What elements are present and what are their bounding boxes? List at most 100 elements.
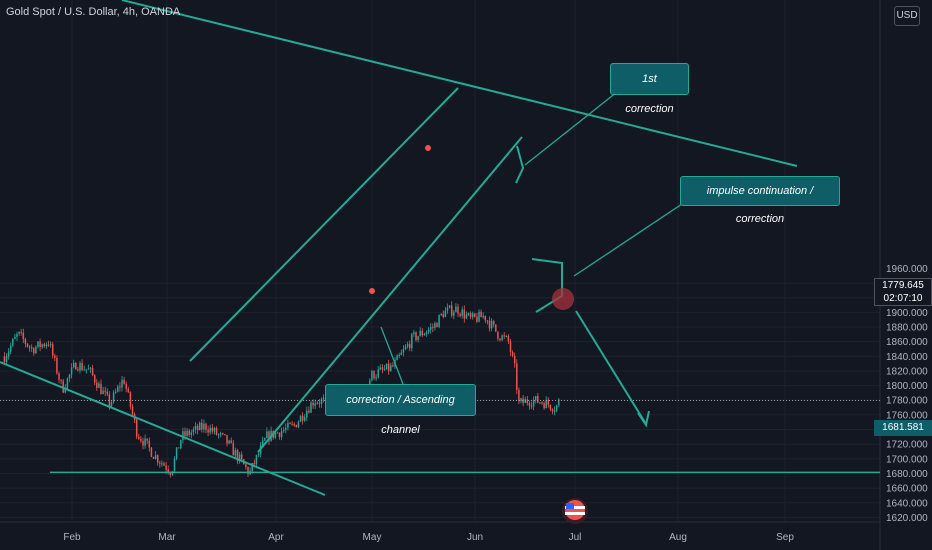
candle-body: [117, 386, 119, 392]
currency-badge[interactable]: USD: [894, 6, 920, 26]
candle-body: [419, 330, 421, 337]
candle-body: [150, 447, 153, 457]
time-axis[interactable]: Feb Mar Apr May Jun Jul Aug Sep: [63, 532, 794, 543]
callout-first-correction[interactable]: 1st correction: [610, 63, 689, 115]
candle-body: [39, 341, 41, 348]
wedge-lines[interactable]: [515, 145, 525, 184]
candle-body: [104, 390, 106, 392]
candle-body: [369, 380, 371, 385]
candle-body: [100, 383, 102, 395]
candle-body: [16, 333, 18, 337]
candle-body: [555, 405, 558, 411]
candle-body: [173, 458, 176, 472]
candle-body: [96, 382, 98, 388]
candle-body: [551, 409, 554, 412]
callout-impulse[interactable]: impulse continuation / correction: [680, 176, 840, 225]
candle-body: [30, 347, 33, 349]
candle-body: [543, 403, 545, 409]
candle-body: [3, 356, 6, 363]
current-price-tag[interactable]: 1779.645 02:07:10: [874, 278, 932, 306]
candle-body: [102, 390, 104, 395]
candle-body: [293, 423, 295, 425]
candle-body: [285, 427, 287, 430]
candle-body: [371, 371, 373, 381]
candle-body: [135, 419, 138, 437]
candle-body: [421, 330, 424, 336]
candle-body: [125, 383, 127, 389]
candle-body: [264, 438, 266, 441]
candle-body: [503, 335, 505, 337]
candle-body: [131, 406, 134, 414]
chart-grid: [0, 0, 880, 522]
candle-body: [497, 331, 499, 339]
descending-support-trendline[interactable]: [0, 361, 326, 496]
candle-body: [165, 465, 167, 470]
candle-body: [43, 344, 46, 347]
candle-body: [522, 398, 524, 403]
candle-body: [308, 410, 310, 413]
events-badge[interactable]: [562, 498, 588, 524]
candle-body: [469, 313, 472, 318]
candle-body: [465, 314, 468, 319]
candle-body: [301, 415, 304, 421]
candle-body: [169, 472, 172, 475]
candle-body: [266, 431, 268, 439]
candle-body: [274, 432, 277, 438]
candle-body: [478, 311, 480, 322]
time-tick-label: Mar: [158, 532, 176, 543]
projection-arrow-head[interactable]: [637, 410, 650, 428]
candle-body: [47, 344, 50, 346]
candle-body: [236, 450, 239, 462]
candle-body: [56, 357, 58, 374]
candle-body: [268, 431, 270, 441]
level-price-tag[interactable]: 1681.581: [874, 420, 932, 436]
symbol-title[interactable]: Gold Spot / U.S. Dollar, 4h, OANDA: [6, 6, 181, 18]
price-tick-label: 1680.000: [886, 469, 928, 480]
candle-body: [492, 320, 495, 325]
candle-body: [520, 398, 522, 402]
candle-body: [144, 438, 146, 446]
candle-body: [213, 428, 216, 432]
candle-body: [404, 346, 407, 350]
candle-body: [444, 310, 447, 318]
candle-body: [453, 312, 455, 316]
time-tick-label: Jul: [569, 532, 582, 543]
price-tick-label: 1880.000: [886, 323, 928, 334]
candle-countdown: 02:07:10: [883, 293, 923, 304]
candle-body: [408, 344, 411, 349]
triangle-pattern[interactable]: [531, 258, 563, 313]
descending-resistance-trendline[interactable]: [121, 0, 798, 167]
candle-body: [215, 428, 218, 435]
channel-upper-line[interactable]: [189, 87, 459, 362]
candle-body: [20, 331, 22, 333]
candle-body: [513, 355, 516, 364]
candle-body: [541, 402, 543, 404]
candle-body: [91, 367, 94, 376]
candle-body: [93, 375, 96, 383]
candle-body: [505, 335, 508, 337]
callout-channel[interactable]: correction / Ascending channel: [325, 384, 476, 436]
candle-body: [146, 438, 148, 441]
candle-body: [70, 367, 73, 375]
highlight-dot-lower: [369, 288, 375, 294]
candle-body: [291, 423, 293, 425]
candle-body: [450, 305, 453, 316]
candle-body: [495, 324, 497, 332]
candle-body: [205, 423, 207, 430]
projection-arrow-line[interactable]: [575, 310, 647, 425]
candle-body: [507, 335, 510, 342]
highlight-dot-upper: [425, 145, 431, 151]
candle-body: [75, 362, 77, 370]
candle-body: [194, 425, 197, 430]
candle-body: [127, 388, 130, 393]
candle-body: [282, 429, 285, 432]
candle-body: [461, 309, 463, 316]
candle-body: [138, 436, 140, 439]
channel-lower-line[interactable]: [257, 136, 523, 453]
candle-body: [425, 332, 428, 334]
candle-body: [159, 462, 161, 464]
candle-body: [45, 344, 48, 347]
candle-body: [320, 399, 323, 404]
